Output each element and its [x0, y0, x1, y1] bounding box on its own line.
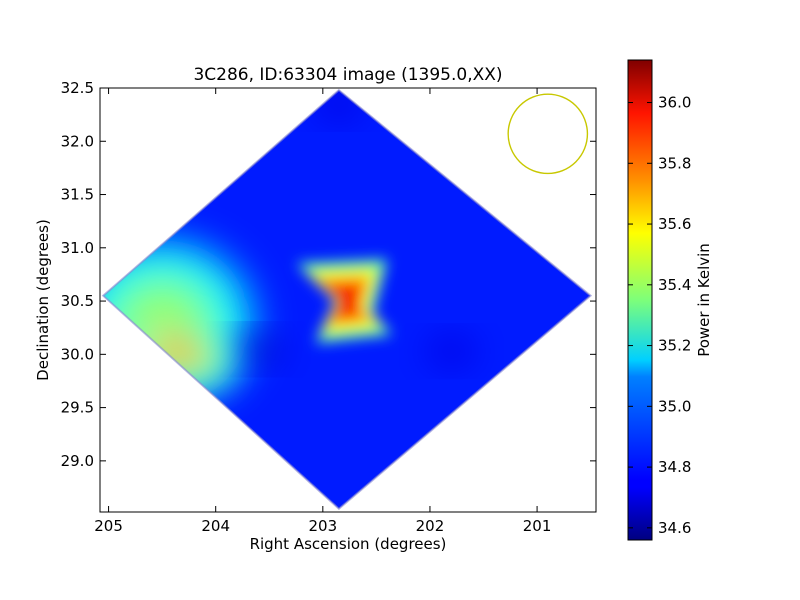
y-tick-label: 31.5 [61, 186, 94, 204]
colorbar-tick-label: 36.0 [658, 94, 691, 112]
heatmap-feature [296, 259, 393, 344]
y-axis-label: Declination (degrees) [34, 219, 52, 381]
colorbar [627, 59, 653, 541]
heatmap-feature [232, 335, 285, 364]
x-tick-label: 204 [201, 517, 230, 535]
x-tick-label: 201 [523, 517, 552, 535]
y-tick-label: 30.0 [61, 345, 94, 363]
colorbar-tick-label: 34.8 [658, 458, 691, 476]
y-axis: 29.0 29.5 30.0 30.5 31.0 31.5 32.0 32.5 [61, 79, 596, 470]
coverage-outline [101, 88, 593, 511]
beam-circle [507, 93, 589, 175]
x-tick-label: 202 [416, 517, 445, 535]
colorbar-tick-label: 35.2 [658, 337, 691, 355]
y-tick-label: 30.5 [61, 292, 94, 310]
x-tick-label: 205 [94, 517, 123, 535]
chart-title: 3C286, ID:63304 image (1395.0,XX) [193, 65, 502, 85]
colorbar-tick-label: 35.8 [658, 154, 691, 172]
heatmap-feature [425, 337, 478, 366]
colorbar-tick-label: 35.0 [658, 397, 691, 415]
y-tick-label: 32.5 [61, 79, 94, 97]
colorbar-axis: 34.6 34.8 35.0 35.2 35.4 35.6 35.8 36.0 [628, 94, 691, 537]
y-tick-label: 31.0 [61, 239, 94, 257]
colorbar-tick-label: 34.6 [658, 519, 691, 537]
x-axis-label: Right Ascension (degrees) [250, 535, 447, 553]
colorbar-label: Power in Kelvin [695, 243, 713, 357]
colorbar-tick-label: 35.6 [658, 215, 691, 233]
y-tick-label: 32.0 [61, 132, 94, 150]
y-tick-label: 29.5 [61, 399, 94, 417]
x-axis: 205 204 203 202 201 [94, 88, 551, 535]
colorbar-tick-label: 35.4 [658, 276, 691, 294]
x-tick-label: 203 [309, 517, 338, 535]
y-tick-label: 29.0 [61, 452, 94, 470]
axes-frame [99, 87, 597, 513]
